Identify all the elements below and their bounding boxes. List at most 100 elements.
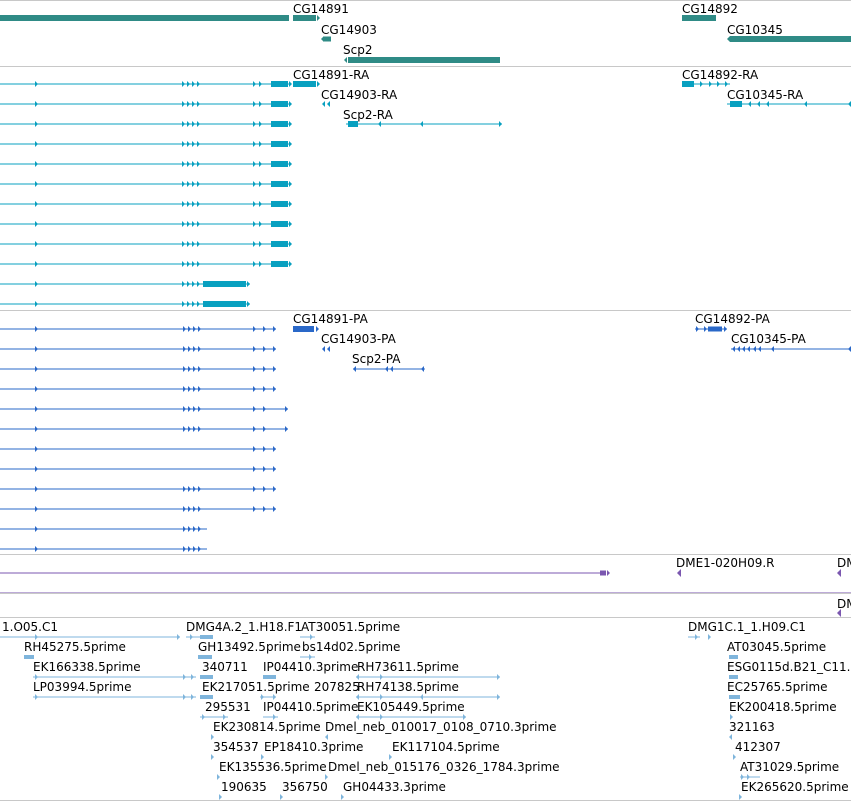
transcript-exon[interactable] xyxy=(203,301,246,307)
gene-arrow[interactable] xyxy=(344,57,347,63)
transcript-arrow[interactable] xyxy=(182,261,185,267)
transcript-arrow[interactable] xyxy=(259,221,262,227)
protein-arrow[interactable] xyxy=(193,326,196,332)
transcript-arrow[interactable] xyxy=(182,161,185,167)
protein-label-cg10345-pa[interactable]: CG10345-PA xyxy=(731,332,806,346)
gene-arrow[interactable] xyxy=(321,36,324,42)
transcript-exon[interactable] xyxy=(271,101,288,107)
transcript-arrow[interactable] xyxy=(197,241,200,247)
protein-arrow[interactable] xyxy=(263,506,266,512)
transcript-arrow[interactable] xyxy=(253,121,256,127)
protein-arrow[interactable] xyxy=(285,406,288,412)
gene-bar[interactable] xyxy=(0,15,289,21)
est-arrow[interactable] xyxy=(35,634,38,640)
est-arrow[interactable] xyxy=(261,754,264,760)
transcript-arrow[interactable] xyxy=(253,161,256,167)
transcript-arrow[interactable] xyxy=(182,101,185,107)
protein-arrow[interactable] xyxy=(253,486,256,492)
transcript-arrow[interactable] xyxy=(253,241,256,247)
transcript-arrow[interactable] xyxy=(35,221,38,227)
est-arrow[interactable] xyxy=(309,654,312,660)
transcript-arrow[interactable] xyxy=(259,181,262,187)
est-label[interactable]: AT30051.5prime xyxy=(301,620,401,634)
transcript-arrow[interactable] xyxy=(187,221,190,227)
transcript-label-cg14892-ra[interactable]: CG14892-RA xyxy=(682,68,759,82)
transcript-arrow[interactable] xyxy=(766,101,769,107)
protein-arrow[interactable] xyxy=(183,406,186,412)
transcript-arrow[interactable] xyxy=(197,121,200,127)
est-label[interactable]: Dmel_neb_015176_0326_1784.3prime xyxy=(328,760,560,774)
protein-arrow[interactable] xyxy=(35,346,38,352)
protein-arrow[interactable] xyxy=(263,486,266,492)
transcript-arrow[interactable] xyxy=(182,141,185,147)
clone-end-label[interactable]: DME1-020H09.R xyxy=(676,556,775,570)
protein-arrow[interactable] xyxy=(188,346,191,352)
transcript-arrow[interactable] xyxy=(187,301,190,307)
protein-arrow[interactable] xyxy=(253,346,256,352)
gene-bar[interactable] xyxy=(682,15,716,21)
transcript-arrow[interactable] xyxy=(182,81,185,87)
protein-arrow[interactable] xyxy=(193,346,196,352)
transcript-arrow[interactable] xyxy=(187,101,190,107)
protein-arrow[interactable] xyxy=(35,326,38,332)
transcript-exon[interactable] xyxy=(293,81,316,87)
transcript-arrow[interactable] xyxy=(289,101,292,107)
transcript-arrow[interactable] xyxy=(378,121,381,127)
transcript-arrow[interactable] xyxy=(253,201,256,207)
transcript-arrow[interactable] xyxy=(192,141,195,147)
transcript-arrow[interactable] xyxy=(192,221,195,227)
gene-bar[interactable] xyxy=(730,36,851,42)
protein-arrow[interactable] xyxy=(316,326,319,332)
est-arrow[interactable] xyxy=(217,774,220,780)
protein-arrow[interactable] xyxy=(198,486,201,492)
est-label[interactable]: EK230814.5prime xyxy=(213,720,321,734)
gene-track-glyphs[interactable] xyxy=(0,15,851,63)
protein-arrow[interactable] xyxy=(193,386,196,392)
protein-arrow[interactable] xyxy=(35,486,38,492)
transcript-arrow[interactable] xyxy=(197,221,200,227)
protein-arrow[interactable] xyxy=(273,386,276,392)
transcript-arrow[interactable] xyxy=(182,221,185,227)
protein-arrow[interactable] xyxy=(322,346,325,352)
transcript-arrow[interactable] xyxy=(247,301,250,307)
est-arrow[interactable] xyxy=(183,694,186,700)
protein-arrow[interactable] xyxy=(273,506,276,512)
transcript-exon[interactable] xyxy=(730,101,742,107)
protein-exon[interactable] xyxy=(293,326,314,332)
protein-arrow[interactable] xyxy=(253,426,256,432)
est-label[interactable]: EK200418.5prime xyxy=(729,700,837,714)
protein-arrow[interactable] xyxy=(188,506,191,512)
protein-arrow[interactable] xyxy=(198,386,201,392)
transcript-arrow[interactable] xyxy=(420,121,423,127)
protein-arrow[interactable] xyxy=(758,346,761,352)
protein-arrow[interactable] xyxy=(193,546,196,552)
protein-arrow[interactable] xyxy=(35,526,38,532)
protein-arrow[interactable] xyxy=(198,526,201,532)
transcript-arrow[interactable] xyxy=(259,241,262,247)
est-arrow[interactable] xyxy=(223,714,226,720)
transcript-arrow[interactable] xyxy=(259,121,262,127)
protein-arrow[interactable] xyxy=(742,346,745,352)
protein-arrow[interactable] xyxy=(188,426,191,432)
est-arrow[interactable] xyxy=(708,634,711,640)
transcript-arrow[interactable] xyxy=(848,101,851,107)
protein-arrow[interactable] xyxy=(737,346,740,352)
transcript-arrow[interactable] xyxy=(700,81,703,87)
gene-label-cg10345[interactable]: CG10345 xyxy=(727,23,783,37)
est-arrow[interactable] xyxy=(497,674,500,680)
est-box[interactable] xyxy=(24,655,34,659)
protein-arrow[interactable] xyxy=(385,366,388,372)
est-label[interactable]: RH73611.5prime xyxy=(357,660,459,674)
est-label[interactable]: RH45275.5prime xyxy=(24,640,126,654)
clone-end-box[interactable] xyxy=(600,570,606,576)
est-label[interactable]: EK217051.5prime xyxy=(202,680,310,694)
est-arrow[interactable] xyxy=(35,674,38,680)
est-label[interactable]: GH04433.3prime xyxy=(343,780,446,794)
protein-arrow[interactable] xyxy=(35,446,38,452)
est-label[interactable]: Dmel_neb_010017_0108_0710.3prime xyxy=(325,720,557,734)
transcript-arrow[interactable] xyxy=(197,261,200,267)
protein-arrow[interactable] xyxy=(188,366,191,372)
gene-label-cg14903[interactable]: CG14903 xyxy=(321,23,377,37)
protein-arrow[interactable] xyxy=(747,346,750,352)
protein-arrow[interactable] xyxy=(198,346,201,352)
